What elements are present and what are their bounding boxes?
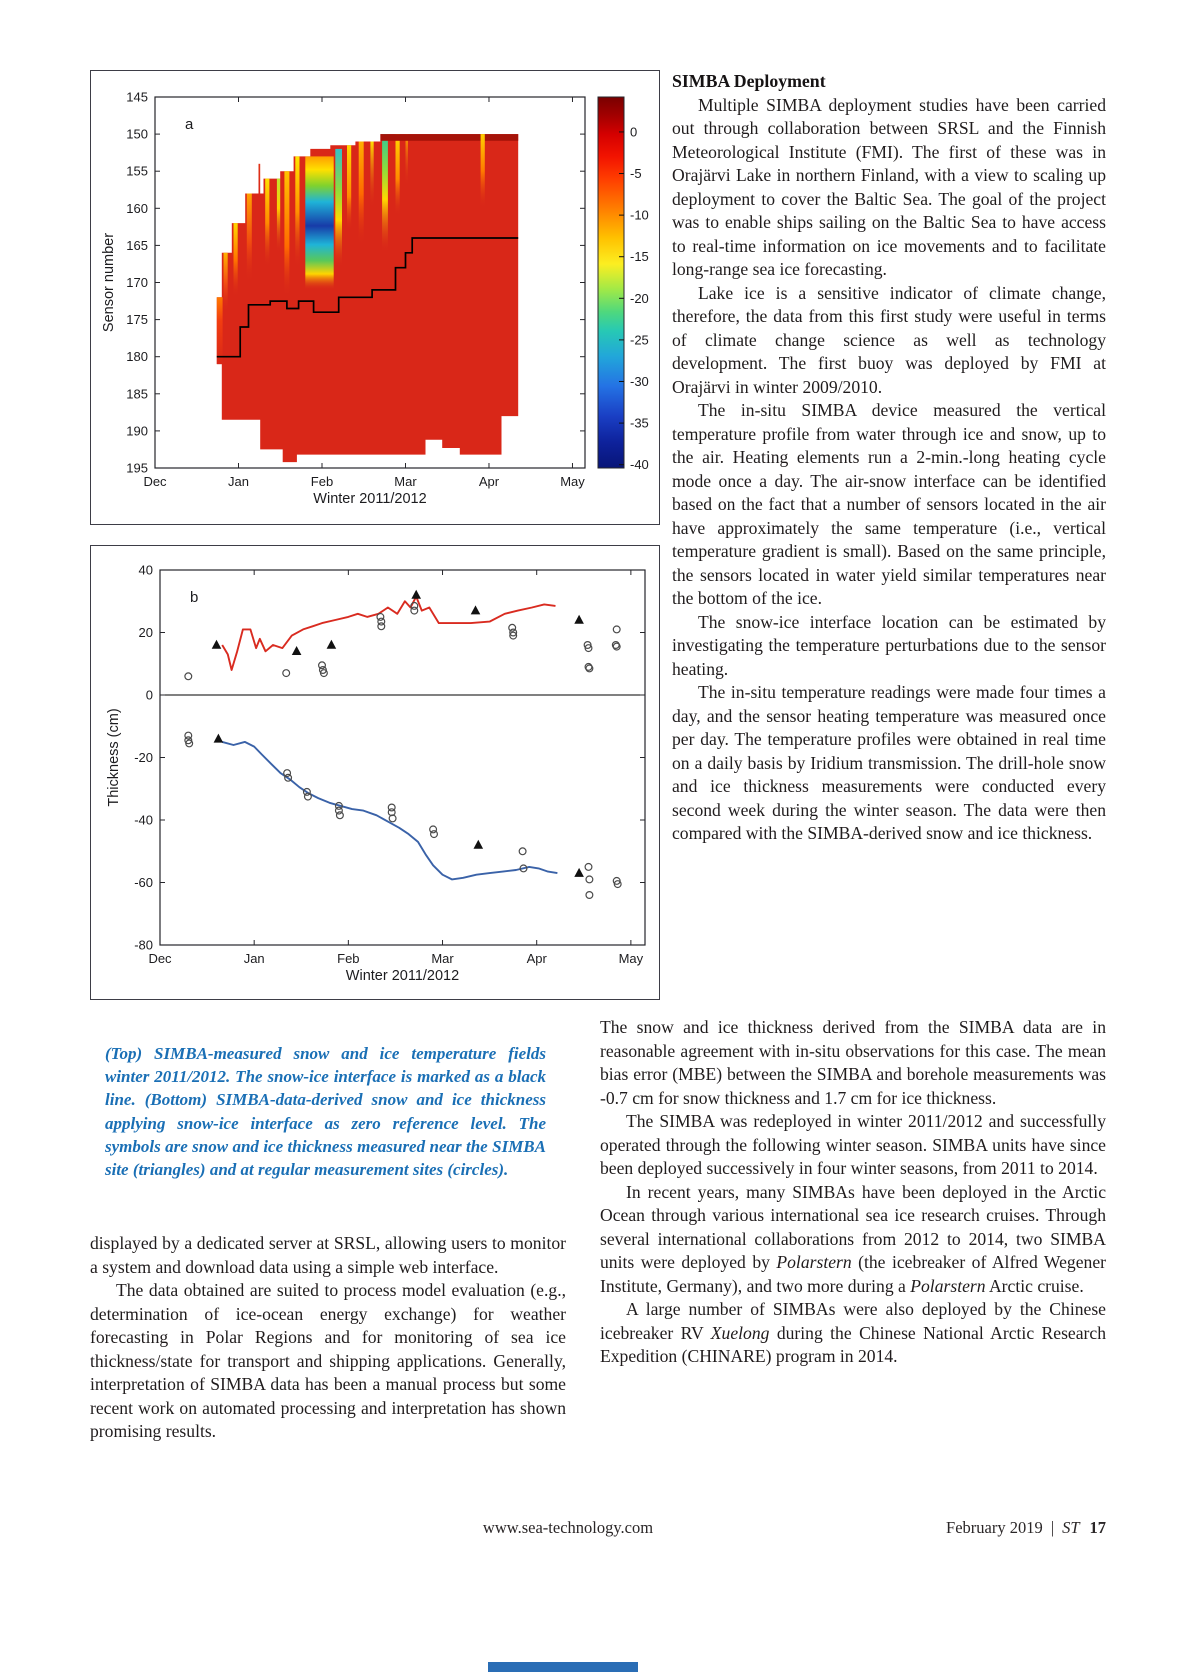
svg-text:Mar: Mar xyxy=(431,951,454,966)
svg-text:May: May xyxy=(619,951,644,966)
svg-text:0: 0 xyxy=(146,688,153,703)
article-heading: SIMBA Deployment xyxy=(672,71,826,91)
paragraph: In recent years, many SIMBAs have been d… xyxy=(600,1181,1106,1296)
svg-text:Jan: Jan xyxy=(244,951,265,966)
left-column-text: displayed by a dedicated server at SRSL,… xyxy=(90,1232,566,1444)
svg-text:180: 180 xyxy=(126,349,148,364)
svg-text:May: May xyxy=(560,474,585,489)
paragraph: displayed by a dedicated server at SRSL,… xyxy=(90,1233,566,1277)
paragraph: Multiple SIMBA deployment studies have b… xyxy=(672,94,1106,280)
svg-text:b: b xyxy=(190,589,198,606)
svg-text:Jan: Jan xyxy=(228,474,249,489)
svg-text:20: 20 xyxy=(139,625,153,640)
svg-text:40: 40 xyxy=(139,563,153,578)
svg-text:Sensor number: Sensor number xyxy=(101,233,117,332)
svg-text:150: 150 xyxy=(126,127,148,142)
svg-text:Apr: Apr xyxy=(527,951,548,966)
svg-text:-40: -40 xyxy=(630,457,649,472)
svg-text:-5: -5 xyxy=(630,166,642,181)
svg-text:-35: -35 xyxy=(630,416,649,431)
svg-text:190: 190 xyxy=(126,423,148,438)
svg-text:0: 0 xyxy=(630,124,637,139)
footer-website-wrap: www.sea-technology.com xyxy=(90,1518,1046,1538)
svg-text:Feb: Feb xyxy=(311,474,333,489)
right-column-upper: SIMBA Deployment Multiple SIMBA deployme… xyxy=(672,70,1106,846)
figure-b-thickness-plot: 40 20 0 -20 -40 -60 -80 Dec Jan Feb Mar Apr May Winte… xyxy=(90,545,660,1000)
svg-text:-80: -80 xyxy=(134,938,153,953)
paragraph: A large number of SIMBAs were also deplo… xyxy=(600,1299,1106,1366)
svg-text:Dec: Dec xyxy=(148,951,172,966)
svg-text:-30: -30 xyxy=(630,374,649,389)
svg-text:145: 145 xyxy=(126,90,148,105)
svg-text:Thickness (cm): Thickness (cm) xyxy=(106,708,122,806)
right-column-lower-paragraphs: The snow and ice thickness derived from … xyxy=(600,1016,1106,1369)
paragraph: Lake ice is a sensitive indicator of cli… xyxy=(672,282,1106,397)
footer-page-number: 17 xyxy=(1089,1518,1107,1537)
svg-text:a: a xyxy=(185,116,194,133)
paragraph: The SIMBA was redeployed in winter 2011/… xyxy=(600,1111,1106,1178)
paragraph: The snow and ice thickness derived from … xyxy=(600,1017,1106,1108)
footer-website-link[interactable]: www.sea-technology.com xyxy=(482,1518,654,1537)
svg-text:Feb: Feb xyxy=(337,951,359,966)
svg-text:160: 160 xyxy=(126,201,148,216)
figure-a-temperature-heatmap: 145 150 155 160 165 170 175 180 185 190 195 Dec Jan F… xyxy=(90,70,660,525)
page-bottom-accent xyxy=(488,1662,638,1672)
svg-text:195: 195 xyxy=(126,461,148,476)
figure-caption: (Top) SIMBA-measured snow and ice temper… xyxy=(105,1044,546,1180)
svg-text:185: 185 xyxy=(126,386,148,401)
svg-text:-60: -60 xyxy=(134,875,153,890)
footer-date: February 2019 xyxy=(946,1518,1043,1537)
page-footer: www.sea-technology.com February 2019 | ST 1… xyxy=(90,1518,1106,1544)
svg-text:Winter 2011/2012: Winter 2011/2012 xyxy=(313,491,426,507)
footer-magazine-abbr: ST xyxy=(1062,1518,1080,1537)
svg-text:-20: -20 xyxy=(630,291,649,306)
svg-text:175: 175 xyxy=(126,312,148,327)
svg-text:-10: -10 xyxy=(630,208,649,223)
svg-text:165: 165 xyxy=(126,238,148,253)
svg-text:155: 155 xyxy=(126,164,148,179)
svg-text:Winter 2011/2012: Winter 2011/2012 xyxy=(346,968,459,984)
svg-text:Apr: Apr xyxy=(479,474,500,489)
svg-text:-15: -15 xyxy=(630,249,649,264)
svg-text:-20: -20 xyxy=(134,750,153,765)
svg-text:-25: -25 xyxy=(630,332,649,347)
svg-text:Mar: Mar xyxy=(394,474,417,489)
svg-text:Dec: Dec xyxy=(143,474,167,489)
paragraph: The in-situ SIMBA device measured the ve… xyxy=(672,400,1106,608)
footer-separator: | xyxy=(1050,1518,1055,1537)
svg-text:170: 170 xyxy=(126,275,148,290)
svg-text:-40: -40 xyxy=(134,813,153,828)
paragraph: The in-situ temperature readings were ma… xyxy=(672,682,1106,843)
right-column-upper-paragraphs: Multiple SIMBA deployment studies have b… xyxy=(672,94,1106,846)
paragraph: The snow-ice interface location can be e… xyxy=(672,611,1106,679)
footer-issue-info: February 2019 | ST 17 xyxy=(946,1518,1106,1538)
paragraph: The data obtained are suited to process … xyxy=(90,1280,566,1441)
